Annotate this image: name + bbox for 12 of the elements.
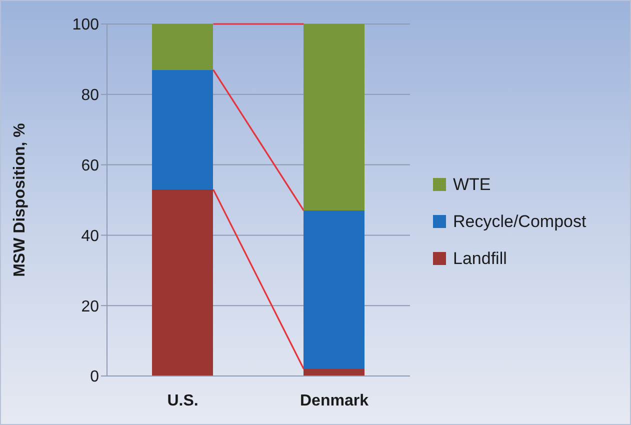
y-axis-title: MSW Disposition, % <box>12 123 29 277</box>
y-tick-label: 80 <box>81 87 100 104</box>
legend-label: Landfill <box>453 248 507 268</box>
y-tick-label: 100 <box>72 16 100 34</box>
x-tick-label: Denmark <box>300 392 369 410</box>
x-tick-label: U.S. <box>167 392 198 410</box>
legend-label: WTE <box>453 174 491 194</box>
y-tick-label: 60 <box>81 157 100 174</box>
y-tick-label: 40 <box>81 228 100 245</box>
y-tick-label: 0 <box>90 368 100 386</box>
legend-label: Recycle/Compost <box>453 212 586 232</box>
y-tick-label: 20 <box>81 298 100 316</box>
